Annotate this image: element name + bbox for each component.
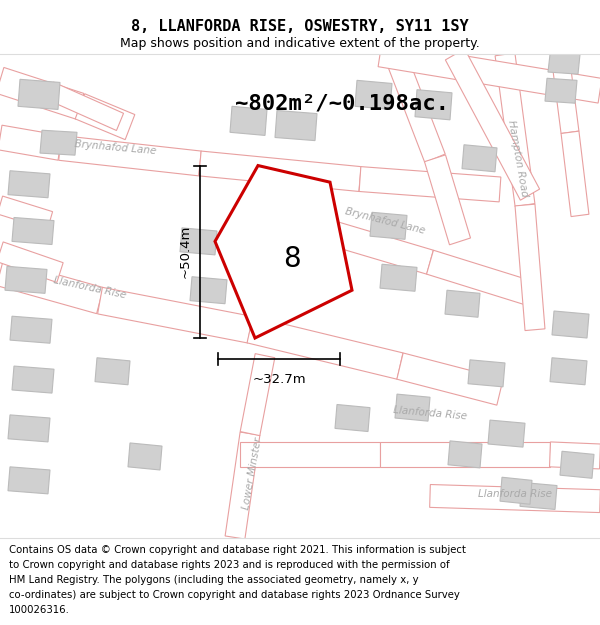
Polygon shape xyxy=(230,106,267,136)
Text: 8, LLANFORDA RISE, OSWESTRY, SY11 1SY: 8, LLANFORDA RISE, OSWESTRY, SY11 1SY xyxy=(131,19,469,34)
Polygon shape xyxy=(380,264,417,291)
Polygon shape xyxy=(550,442,600,469)
Polygon shape xyxy=(5,266,47,293)
Polygon shape xyxy=(355,81,392,109)
Polygon shape xyxy=(552,311,589,338)
Polygon shape xyxy=(8,171,50,198)
Polygon shape xyxy=(395,394,430,421)
Polygon shape xyxy=(550,357,587,385)
Polygon shape xyxy=(380,442,550,467)
Polygon shape xyxy=(335,404,370,431)
Polygon shape xyxy=(180,228,217,255)
Text: Contains OS data © Crown copyright and database right 2021. This information is : Contains OS data © Crown copyright and d… xyxy=(9,545,466,555)
Polygon shape xyxy=(370,213,407,239)
Polygon shape xyxy=(215,166,352,338)
Polygon shape xyxy=(10,316,52,343)
Polygon shape xyxy=(59,136,201,176)
Polygon shape xyxy=(495,53,535,206)
Text: Brynhafod Lane: Brynhafod Lane xyxy=(344,206,426,236)
Text: ~32.7m: ~32.7m xyxy=(252,373,306,386)
Polygon shape xyxy=(0,259,103,314)
Polygon shape xyxy=(275,111,317,141)
Polygon shape xyxy=(445,290,480,318)
Polygon shape xyxy=(75,94,135,139)
Polygon shape xyxy=(378,42,600,103)
Polygon shape xyxy=(488,420,525,447)
Text: to Crown copyright and database rights 2023 and is reproduced with the permissio: to Crown copyright and database rights 2… xyxy=(9,560,449,570)
Polygon shape xyxy=(128,443,162,470)
Text: ~802m²/~0.198ac.: ~802m²/~0.198ac. xyxy=(235,93,449,113)
Polygon shape xyxy=(415,90,452,120)
Polygon shape xyxy=(359,167,501,202)
Polygon shape xyxy=(560,451,594,478)
Text: Llanforda Rise: Llanforda Rise xyxy=(393,404,467,421)
Polygon shape xyxy=(445,49,539,200)
Polygon shape xyxy=(0,125,62,160)
Text: Lower Minster: Lower Minster xyxy=(241,436,263,510)
Text: Llanforda Rise: Llanforda Rise xyxy=(478,489,552,499)
Polygon shape xyxy=(199,151,361,191)
Polygon shape xyxy=(12,217,54,244)
Polygon shape xyxy=(427,250,533,305)
Polygon shape xyxy=(425,155,470,245)
Polygon shape xyxy=(8,415,50,442)
Polygon shape xyxy=(545,78,577,103)
Polygon shape xyxy=(225,432,260,539)
Polygon shape xyxy=(190,277,227,304)
Text: 8: 8 xyxy=(283,245,301,273)
Text: Llanforda Rise: Llanforda Rise xyxy=(53,276,127,301)
Polygon shape xyxy=(287,209,433,274)
Polygon shape xyxy=(520,482,557,509)
Polygon shape xyxy=(0,196,53,229)
Text: ~50.4m: ~50.4m xyxy=(179,225,192,279)
Text: Brynhafod Lane: Brynhafod Lane xyxy=(74,139,157,156)
Polygon shape xyxy=(551,53,579,134)
Text: 100026316.: 100026316. xyxy=(9,605,70,615)
Text: co-ordinates) are subject to Crown copyright and database rights 2023 Ordnance S: co-ordinates) are subject to Crown copyr… xyxy=(9,590,460,600)
Polygon shape xyxy=(397,353,503,405)
Polygon shape xyxy=(95,357,130,385)
Text: Hampton Road: Hampton Road xyxy=(506,119,530,198)
Polygon shape xyxy=(0,242,63,282)
Polygon shape xyxy=(448,441,482,468)
Polygon shape xyxy=(500,478,532,504)
Polygon shape xyxy=(240,442,380,467)
Polygon shape xyxy=(430,484,600,512)
Polygon shape xyxy=(468,360,505,387)
Polygon shape xyxy=(8,467,50,494)
Text: HM Land Registry. The polygons (including the associated geometry, namely x, y: HM Land Registry. The polygons (includin… xyxy=(9,575,419,585)
Polygon shape xyxy=(0,68,84,119)
Polygon shape xyxy=(548,54,580,74)
Polygon shape xyxy=(98,288,253,343)
Polygon shape xyxy=(561,131,589,217)
Polygon shape xyxy=(515,204,545,331)
Polygon shape xyxy=(12,366,54,393)
Polygon shape xyxy=(240,354,275,436)
Polygon shape xyxy=(385,50,445,162)
Polygon shape xyxy=(46,82,124,131)
Polygon shape xyxy=(247,316,403,379)
Polygon shape xyxy=(40,130,77,155)
Polygon shape xyxy=(18,79,60,109)
Polygon shape xyxy=(462,145,497,172)
Text: Map shows position and indicative extent of the property.: Map shows position and indicative extent… xyxy=(120,37,480,49)
